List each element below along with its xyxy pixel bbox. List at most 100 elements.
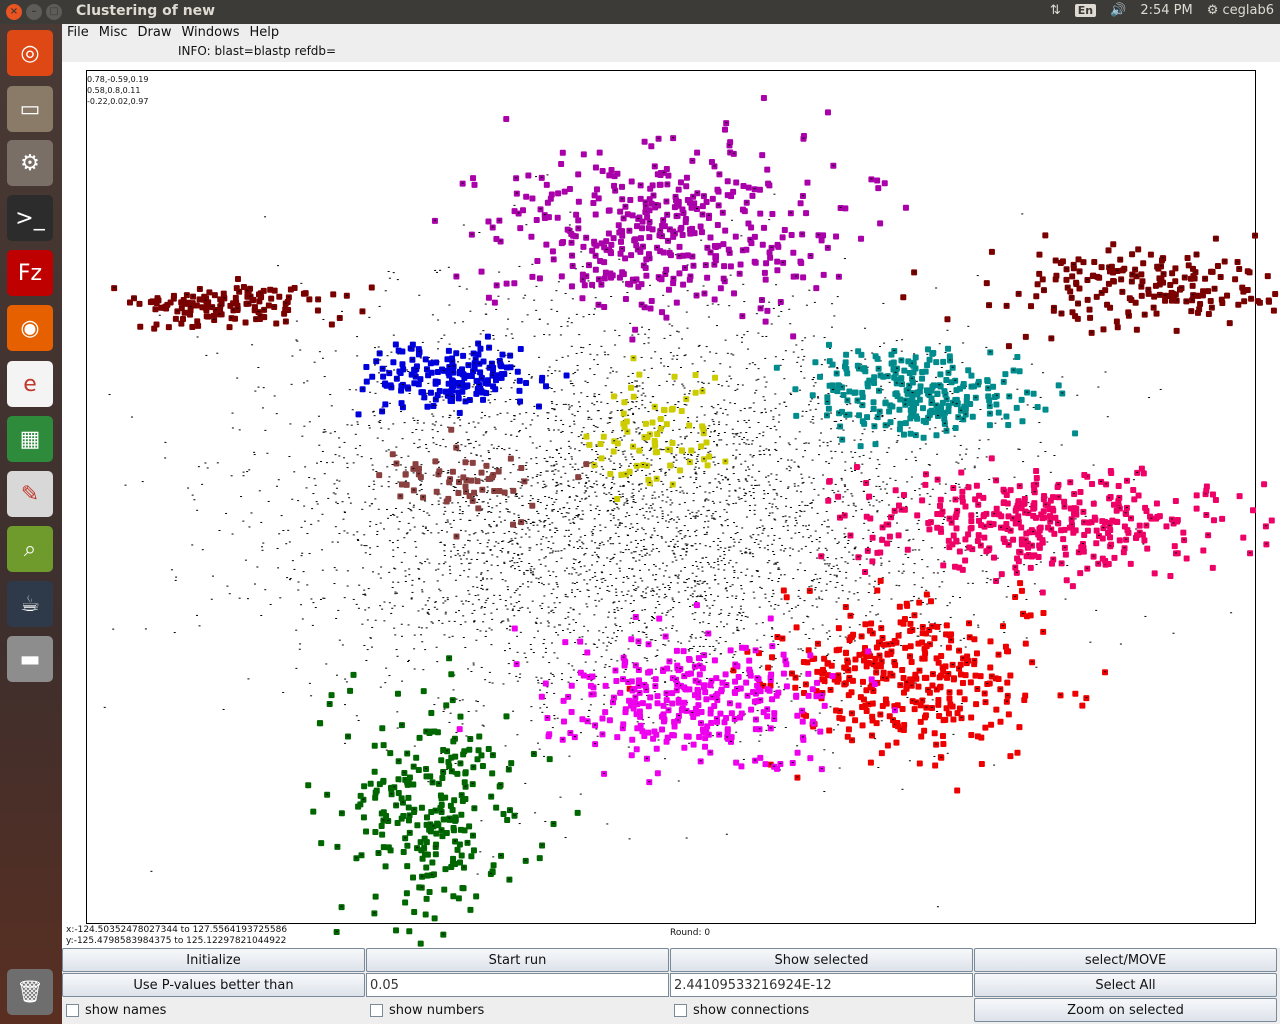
cluster-point [714, 186, 721, 193]
noise-point [871, 431, 874, 433]
image-viewer-icon[interactable]: ⌕ [7, 526, 53, 572]
text-editor-icon[interactable]: ✎ [7, 471, 53, 517]
files-icon[interactable]: ▭ [7, 86, 53, 132]
clock[interactable]: 2:54 PM [1140, 3, 1193, 18]
java-app-icon[interactable]: ☕ [7, 581, 53, 627]
noise-point [761, 532, 764, 534]
noise-point [656, 410, 659, 412]
noise-point [558, 370, 561, 372]
noise-point [321, 450, 324, 452]
cluster-canvas[interactable]: 0.78,-0.59,0.19 0.58,0.8,0.11 -0.22,0.02… [62, 62, 1280, 972]
cluster-point-core [667, 239, 670, 241]
volume-icon[interactable]: 🔊 [1110, 3, 1127, 18]
noise-point [591, 534, 594, 536]
noise-point [338, 639, 341, 641]
noise-point [685, 404, 688, 406]
noise-point [830, 428, 833, 430]
noise-point [356, 421, 359, 423]
noise-point [650, 537, 653, 539]
noise-point [499, 511, 502, 513]
noise-point [631, 662, 634, 664]
noise-point [680, 642, 683, 644]
noise-point [809, 551, 812, 553]
menu-help[interactable]: Help [249, 25, 280, 40]
drive-icon[interactable]: ▬ [7, 636, 53, 682]
noise-point [616, 438, 619, 440]
noise-point [465, 735, 468, 737]
trash-icon[interactable]: 🗑 [7, 969, 53, 1015]
noise-point [422, 669, 425, 671]
filezilla-icon[interactable]: Fz [7, 250, 53, 296]
noise-point [457, 361, 460, 363]
noise-point [467, 552, 470, 554]
noise-point [569, 447, 572, 449]
close-icon[interactable]: × [6, 4, 22, 20]
noise-point [653, 691, 656, 693]
noise-point [812, 477, 815, 479]
noise-point [710, 515, 713, 517]
minimize-icon[interactable]: – [26, 4, 42, 20]
keyboard-layout[interactable]: En [1074, 4, 1097, 17]
noise-point [826, 532, 829, 534]
noise-point [789, 392, 792, 394]
noise-point [606, 510, 609, 512]
noise-point [801, 340, 804, 342]
cluster-point [411, 380, 418, 387]
noise-point [701, 582, 704, 584]
noise-point [928, 428, 931, 430]
noise-point [986, 577, 989, 579]
noise-point [748, 553, 751, 555]
noise-point [386, 466, 389, 468]
noise-point [547, 418, 550, 420]
network-icon[interactable]: ⇅ [1049, 3, 1061, 18]
noise-point [393, 627, 396, 629]
noise-point [141, 481, 144, 483]
terminal-icon[interactable]: >_ [7, 195, 53, 241]
noise-point [505, 508, 508, 510]
menu-file[interactable]: File [67, 25, 89, 40]
noise-point [510, 420, 513, 422]
noise-point [628, 465, 631, 467]
menu-misc[interactable]: Misc [98, 25, 128, 40]
noise-point [480, 573, 483, 575]
noise-point [705, 515, 708, 517]
noise-point [641, 388, 644, 390]
noise-point [933, 755, 936, 757]
noise-point [390, 351, 393, 353]
noise-point [729, 585, 732, 587]
cluster-point [683, 174, 690, 181]
noise-point [812, 385, 815, 387]
noise-point [540, 582, 543, 584]
menu-draw[interactable]: Draw [137, 25, 172, 40]
cluster-point [468, 373, 475, 380]
noise-point [910, 476, 913, 478]
noise-point [936, 572, 939, 574]
noise-point [876, 510, 879, 512]
maximize-icon[interactable]: □ [46, 4, 62, 20]
user-menu[interactable]: ⚙ ceglab6 [1207, 3, 1274, 18]
noise-point [914, 456, 917, 458]
noise-point [487, 451, 490, 453]
menu-windows[interactable]: Windows [181, 25, 240, 40]
noise-point [687, 421, 690, 423]
noise-point [685, 550, 688, 552]
noise-point [197, 466, 200, 468]
noise-point [895, 441, 898, 443]
noise-point [574, 448, 577, 450]
spreadsheet-icon[interactable]: ▦ [7, 416, 53, 462]
noise-point [717, 549, 720, 551]
ubuntu-dash-icon[interactable]: ◎ [7, 30, 53, 76]
noise-point [282, 691, 285, 693]
noise-point [671, 561, 674, 563]
noise-point [985, 582, 988, 584]
noise-point [566, 325, 569, 327]
document-viewer-icon[interactable]: e [7, 361, 53, 407]
noise-point [553, 626, 556, 628]
system-settings-icon[interactable]: ⚙ [7, 140, 53, 186]
cluster-point [593, 186, 600, 193]
scatter-plot[interactable] [62, 62, 1280, 972]
noise-point [638, 408, 641, 410]
noise-point [661, 510, 664, 512]
firefox-icon[interactable]: ◉ [7, 305, 53, 351]
noise-point [717, 473, 720, 475]
